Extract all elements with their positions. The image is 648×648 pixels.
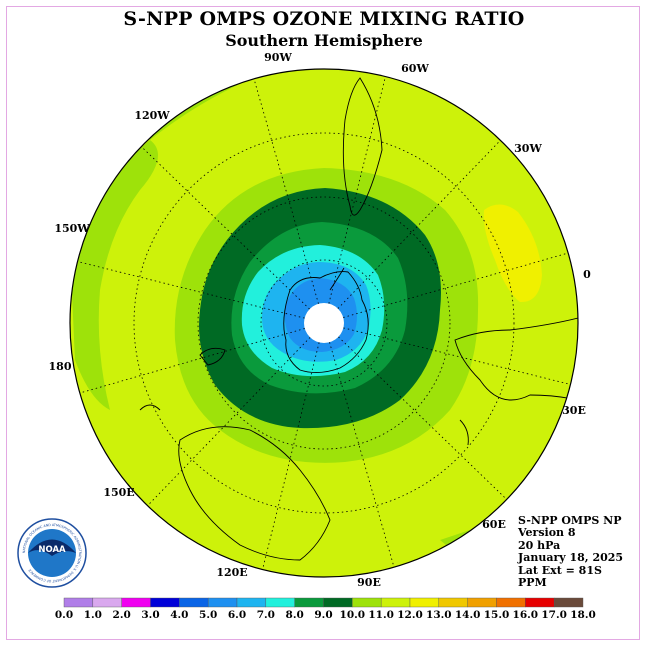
graticule-meridian [328,76,386,304]
page-frame [6,6,640,640]
coast-madagascar [459,419,469,446]
lon-label-180: 180 [49,360,72,373]
colorbar-boxes [63,597,584,608]
colorbar-tick-label: 1.0 [84,609,102,621]
colorbar-swatch [121,597,151,608]
colorbar-tick-label: 6.0 [228,609,246,621]
colorbar-tick-label: 9.0 [314,609,332,621]
lon-label-150w: 150W [54,222,90,235]
graticule [77,76,571,570]
info-instrument: S-NPP OMPS NP [518,514,622,527]
logo-bird [28,539,76,556]
map-subtitle: Southern Hemisphere [225,31,423,50]
lon-label-0: 0 [583,268,591,281]
coast-australia [178,426,331,561]
graticule-meridian [77,261,305,319]
colorbar-swatch [553,597,584,608]
graticule-meridian [141,146,310,310]
lon-label-60w: 60W [401,62,429,75]
colorbar-tick-label: 3.0 [141,609,159,621]
colorbar-tick-label: 17.0 [541,609,567,621]
coast-africa [454,317,578,401]
graticule-lat-70 [260,259,388,387]
colorbar-swatch [294,597,324,608]
colorbar-swatch [323,597,353,608]
info-version: Version 8 [518,526,576,540]
colorbar-tick-label: 15.0 [484,609,510,621]
colorbar-swatch [265,597,295,608]
coastlines [139,77,578,561]
colorbar-swatch [438,597,468,608]
colorbar-tick-label: 16.0 [513,609,539,621]
colorbar-swatch [207,597,238,608]
ozone-field [70,69,578,577]
graticule-meridian [343,252,569,318]
coast-south-america [342,77,383,216]
info-level: 20 hPa [518,538,561,552]
colorbar-swatch [467,597,497,608]
colorbar-tick-label: 5.0 [199,609,217,621]
info-date: January 18, 2025 [518,551,624,565]
info-units: PPM [518,576,547,590]
colorbar-labels: 0.0 1.0 2.0 3.0 4.0 5.0 6.0 7.0 8.0 9.0 10.0 11.0 12… [55,609,596,621]
colorbar-swatch [236,597,267,608]
coast-new-zealand [199,347,226,366]
colorbar-swatch [525,597,555,608]
logo-text: NOAA [38,545,66,555]
colorbar-swatch [92,597,122,608]
colorbar-swatch [150,597,180,608]
lon-label-30w: 30W [514,142,542,155]
graticule-meridian [253,78,319,304]
colorbar-tick-label: 10.0 [340,609,366,621]
noaa-logo: NOAA NATIONAL OCEANIC AND ATMOSPHERIC AD… [17,518,87,588]
lon-label-90e: 90E [357,576,381,589]
colorbar-tick-label: 0.0 [55,609,73,621]
info-lat-ext: Lat Ext = 81S [518,563,602,577]
colorbar-tick-label: 8.0 [286,609,304,621]
map-boundary [69,68,579,578]
colorbar-tick-label: 13.0 [426,609,452,621]
lon-label-90w: 90W [264,51,292,64]
polar-cap [304,303,344,343]
graticule-meridian [79,328,305,394]
colorbar-tick-label: 4.0 [170,609,188,621]
colorbar-tick-label: 12.0 [397,609,423,621]
lon-label-60e: 60E [482,518,506,531]
graticule-lat-50 [197,196,451,450]
lon-label-30e: 30E [562,404,586,417]
coast-islands [139,404,161,411]
colorbar-swatch [63,597,94,608]
colorbar-tick-label: 7.0 [257,609,275,621]
graticule-meridian [329,342,395,568]
coast-peninsula [329,267,345,291]
info-block: S-NPP OMPS NP Version 8 20 hPa January 1… [518,514,624,590]
colorbar-tick-label: 2.0 [113,609,131,621]
colorbar-tick-label: 14.0 [455,609,481,621]
graticule-meridian [337,140,501,309]
coast-antarctica [283,271,369,373]
graticule-meridian [343,327,571,385]
field-maximum-blob [483,204,542,303]
lon-label-120w: 120W [134,109,170,122]
graticule-meridian [147,337,311,506]
graticule-meridian [262,342,320,570]
colorbar-swatch [409,597,440,608]
graticule-meridian [338,336,507,500]
lon-label-150e: 150E [103,486,134,499]
colorbar-swatch [380,597,411,608]
colorbar-tick-label: 18.0 [570,609,596,621]
colorbar-swatch [496,597,526,608]
longitude-labels: 90W 60W 30W 0 30E 60E 90E 120E 150E 180 … [49,51,592,589]
colorbar-tick-label: 11.0 [368,609,394,621]
graticule-meridians [77,76,571,570]
map-title: S-NPP OMPS OZONE MIXING RATIO [123,8,525,30]
graticule-lat-30 [133,132,515,514]
colorbar-swatch [179,597,209,608]
colorbar-swatch [352,597,382,608]
lon-label-120e: 120E [216,566,247,579]
